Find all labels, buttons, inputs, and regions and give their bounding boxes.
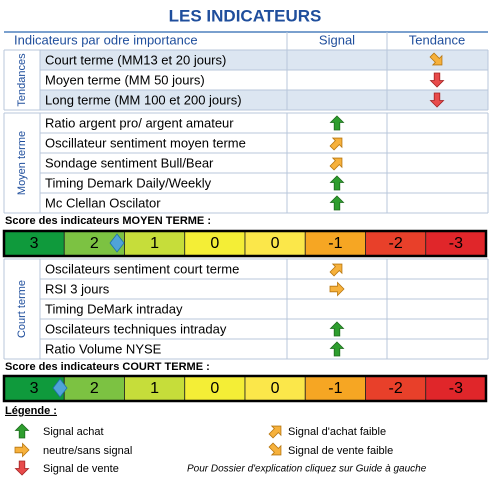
score-frame [2, 374, 488, 403]
group-label: Moyen terme [16, 131, 28, 195]
score-cell [63, 375, 125, 402]
arrow-icon [14, 442, 30, 458]
score-value: 0 [210, 235, 219, 252]
group-label: Court terme [16, 280, 28, 338]
arrow-icon [329, 115, 345, 131]
indicator-name: Oscilateurs sentiment court terme [45, 261, 239, 276]
score-frame [2, 229, 488, 258]
title: LES INDICATEURS [169, 6, 322, 25]
arrow-icon [14, 460, 30, 476]
score-cell [184, 230, 246, 257]
arrow-icon [429, 72, 445, 88]
arrow-icon [429, 92, 445, 108]
indicator-name: Court terme (MM13 et 20 jours) [45, 52, 226, 67]
score-cell [425, 230, 487, 257]
arrow-icon [268, 442, 282, 456]
legend-title: Légende : [5, 405, 57, 417]
score-cell [184, 375, 246, 402]
score-value: 0 [271, 235, 280, 252]
indicator-name: RSI 3 jours [45, 281, 110, 296]
legend-item: Signal de vente faible [288, 445, 393, 457]
score-label: Score des indicateurs COURT TERME : [5, 361, 210, 373]
score-cell [425, 375, 487, 402]
header-signal: Signal [319, 32, 355, 47]
arrow-icon [329, 195, 345, 211]
legend-item: Signal de vente [43, 463, 119, 475]
score-value: -2 [389, 380, 403, 397]
score-value: 2 [90, 380, 99, 397]
score-value: -1 [328, 235, 342, 252]
indicator-name: Oscillateur sentiment moyen terme [45, 135, 246, 150]
arrow-icon [14, 423, 30, 439]
arrow-icon [429, 52, 443, 66]
indicator-name: Ratio argent pro/ argent amateur [45, 115, 234, 130]
score-value: 3 [30, 235, 39, 252]
score-value: 3 [30, 380, 39, 397]
score-marker [109, 233, 125, 253]
score-value: -1 [328, 380, 342, 397]
legend-item: Signal d'achat faible [288, 426, 386, 438]
indicator-name: Timing DeMark intraday [45, 301, 183, 316]
score-cell [244, 230, 306, 257]
arrow-icon [329, 137, 343, 151]
indicator-name: Oscilateurs techniques intraday [45, 321, 227, 336]
indicator-name: Timing Demark Daily/Weekly [45, 175, 212, 190]
score-value: 0 [210, 380, 219, 397]
score-value: -3 [449, 235, 463, 252]
indicator-name: Long terme (MM 100 et 200 jours) [45, 92, 242, 107]
legend-note: Pour Dossier d'explication cliquez sur G… [187, 464, 427, 475]
indicator-name: Sondage sentiment Bull/Bear [45, 155, 214, 170]
score-value: 2 [90, 235, 99, 252]
score-value: 1 [150, 380, 159, 397]
score-cell [3, 230, 65, 257]
arrow-icon [329, 157, 343, 171]
score-value: 1 [150, 235, 159, 252]
arrow-icon [329, 341, 345, 357]
legend-item: neutre/sans signal [43, 445, 132, 457]
indicator-name: Mc Clellan Oscilator [45, 195, 161, 210]
score-value: -3 [449, 380, 463, 397]
arrow-icon [329, 321, 345, 337]
header-trend: Tendance [409, 32, 465, 47]
score-value: 0 [271, 380, 280, 397]
indicator-name: Ratio Volume NYSE [45, 341, 162, 356]
row-shade [40, 50, 488, 70]
arrow-icon [268, 425, 282, 439]
row-shade [40, 90, 488, 110]
group-label: Tendances [16, 53, 28, 107]
arrow-icon [329, 263, 343, 277]
score-value: -2 [389, 235, 403, 252]
score-marker [52, 378, 68, 398]
score-cell [124, 375, 186, 402]
score-label: Score des indicateurs MOYEN TERME : [5, 215, 211, 227]
indicator-name: Moyen terme (MM 50 jours) [45, 72, 205, 87]
score-cell [124, 230, 186, 257]
arrow-icon [329, 175, 345, 191]
arrow-icon [329, 281, 345, 297]
legend-item: Signal achat [43, 426, 104, 438]
header-indicators: Indicateurs par odre importance [14, 32, 198, 47]
score-cell [365, 375, 427, 402]
